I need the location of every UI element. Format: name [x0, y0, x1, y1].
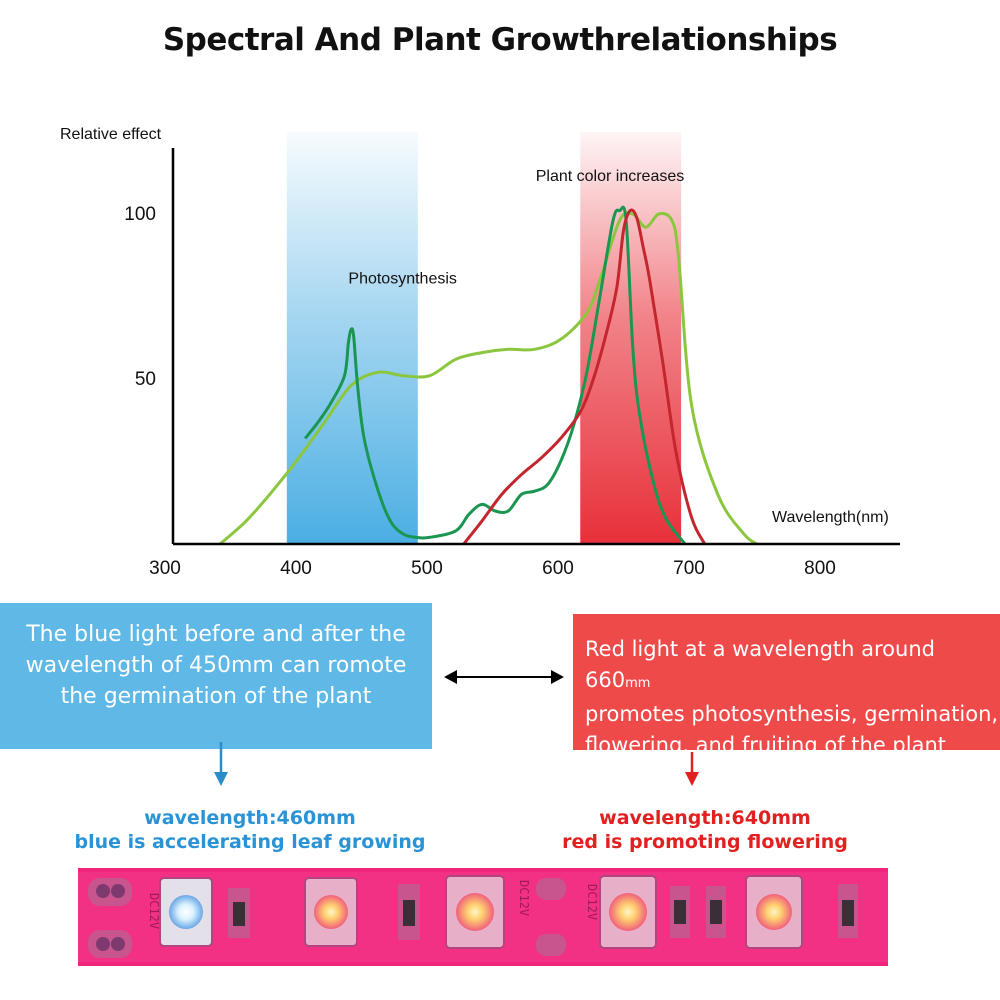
- blue-caption: wavelength:460mm blue is accelerating le…: [60, 806, 440, 854]
- x-tick-label: 400: [280, 558, 312, 579]
- y-axis-label: Relative effect: [60, 126, 162, 143]
- blue-down-arrow-icon: [214, 742, 228, 786]
- x-axis-label: Wavelength(nm): [772, 509, 889, 526]
- resistor-3: [670, 886, 690, 938]
- blue-box-line-2: wavelength of 450mm can romote: [25, 653, 407, 678]
- blue-caption-line-2: blue is accelerating leaf growing: [74, 831, 426, 853]
- resistor-4: [706, 886, 726, 938]
- page-title: Spectral And Plant Growthrelationships: [162, 22, 838, 58]
- blue-light-info-box: The blue light before and after the wave…: [0, 603, 432, 749]
- red-light-info-box: Red light at a wavelength around 660mm p…: [573, 614, 1000, 757]
- spectrum-chart: Relative effect Wavelength(nm) 300 400 500…: [60, 126, 900, 579]
- x-tick-label: 300: [149, 558, 181, 579]
- strip-connector-mid: [536, 878, 566, 956]
- resistor-2: [398, 884, 420, 940]
- x-tick-label: 700: [673, 558, 705, 579]
- blue-box-line-3: the germination of the plant: [60, 684, 372, 709]
- x-tick-label: 800: [804, 558, 836, 579]
- strip-marking-2: DC12V: [517, 880, 531, 916]
- led-chip-red-3: [599, 875, 657, 949]
- red-caption-line-1: wavelength:640mm: [599, 807, 811, 829]
- led-chip-red-4: [745, 875, 803, 949]
- red-caption: wavelength:640mm red is promoting flower…: [535, 806, 875, 854]
- double-arrow-icon: [444, 670, 564, 684]
- red-box-line-1: Red light at a wavelength around 660mm: [585, 634, 1000, 699]
- red-caption-line-2: red is promoting flowering: [562, 831, 848, 853]
- series-line-3: [462, 208, 707, 545]
- strip-connector-left: [88, 878, 132, 958]
- red-box-line-2: promotes photosynthesis, germination,: [585, 702, 999, 726]
- strip-marking-3: DC12V: [585, 884, 599, 920]
- red-down-arrow-icon: [685, 752, 699, 786]
- blue-caption-line-1: wavelength:460mm: [144, 807, 356, 829]
- led-chip-red-1: [304, 877, 358, 947]
- led-chip-blue: [159, 877, 213, 947]
- series-line-1: [219, 211, 759, 546]
- x-tick-label: 600: [542, 558, 574, 579]
- y-tick-label: 100: [124, 204, 156, 225]
- chart-annotation: Plant color increases: [536, 168, 685, 185]
- red-box-line-1-text: Red light at a wavelength around 660: [585, 637, 935, 692]
- led-chip-red-2: [445, 875, 505, 949]
- x-tick-label: 500: [411, 558, 443, 579]
- chart-annotation: Photosynthesis: [348, 270, 457, 287]
- red-box-line-3: flowering, and fruiting of the plant: [585, 733, 946, 757]
- resistor-5: [838, 884, 858, 938]
- blue-band: [286, 132, 418, 544]
- y-tick-label: 50: [135, 369, 156, 390]
- red-box-unit: mm: [625, 676, 651, 691]
- resistor-1: [228, 888, 250, 938]
- blue-box-line-1: The blue light before and after the: [26, 622, 406, 647]
- strip-marking-1: DC12V: [147, 893, 161, 929]
